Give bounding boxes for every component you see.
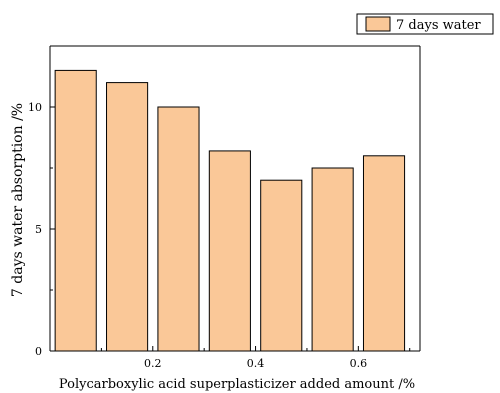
legend: 7 days water [356, 13, 494, 35]
bar-6 [311, 167, 354, 352]
x-tick-label: 0.4 [247, 357, 265, 370]
y-tick-label: 10 [28, 101, 42, 114]
ticks-group: 0 5 10 0.2 0.4 0.6 [28, 45, 411, 370]
y-tick-label: 0 [35, 345, 42, 358]
bar-2 [106, 82, 149, 352]
y-tick-label: 5 [35, 223, 42, 236]
bars-group [54, 69, 406, 352]
legend-box [356, 13, 494, 35]
legend-label: 7 days water [396, 18, 481, 33]
bar-1 [54, 69, 97, 352]
legend-swatch [365, 16, 391, 32]
x-axis-label: Polycarboxylic acid superplasticizer add… [59, 377, 415, 392]
bar-5 [260, 179, 303, 352]
bar-4 [208, 150, 251, 352]
x-tick-label: 0.2 [144, 357, 162, 370]
x-tick-label: 0.6 [350, 357, 368, 370]
bar-7 [362, 155, 406, 352]
bar-3 [157, 106, 200, 352]
y-axis-label: 7 days water absorption /% [10, 103, 26, 297]
